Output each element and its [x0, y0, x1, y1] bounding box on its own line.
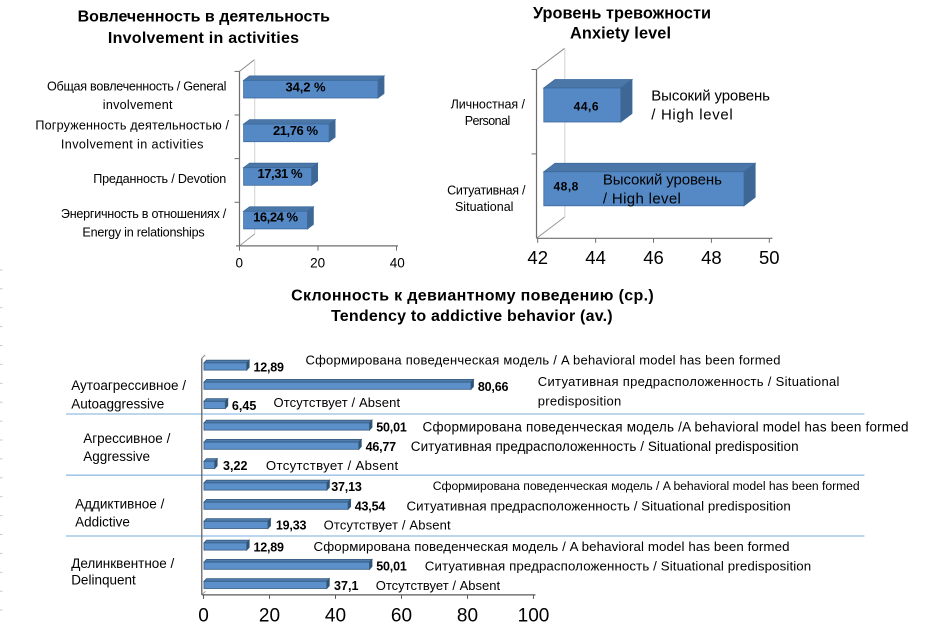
- svg-text:Вовлеченность в деятельность: Вовлеченность в деятельность: [78, 9, 331, 26]
- svg-text:12,89: 12,89: [254, 540, 285, 554]
- svg-text:Отсутствует / Absent: Отсутствует / Absent: [274, 395, 401, 410]
- svg-text:/ High level: / High level: [603, 190, 681, 207]
- svg-text:44,6: 44,6: [574, 100, 599, 114]
- svg-text:37,13: 37,13: [331, 480, 362, 494]
- svg-text:21,76 %: 21,76 %: [273, 123, 318, 138]
- svg-text:Ситуативная /: Ситуативная /: [447, 184, 526, 198]
- svg-text:Autoaggressive: Autoaggressive: [71, 397, 164, 412]
- svg-text:16,24 %: 16,24 %: [253, 210, 298, 225]
- svg-text:Энергичность в отношениях /: Энергичность в отношениях /: [61, 207, 227, 221]
- svg-text:50: 50: [759, 247, 780, 268]
- svg-text:Уровень тревожности: Уровень тревожности: [533, 5, 711, 23]
- svg-text:/ High level: / High level: [651, 107, 732, 124]
- svg-text:Anxiety level: Anxiety level: [570, 24, 671, 42]
- svg-text:Delinquent: Delinquent: [71, 573, 136, 588]
- svg-text:Situational: Situational: [455, 200, 514, 214]
- svg-text:Aggressive: Aggressive: [83, 449, 150, 464]
- svg-text:Отсутствует / Absent: Отсутствует / Absent: [324, 517, 451, 532]
- svg-text:60: 60: [391, 605, 412, 626]
- svg-text:Ситуативная предрасположенност: Ситуативная предрасположенность / Situat…: [538, 374, 840, 389]
- svg-text:12,89: 12,89: [254, 360, 285, 374]
- svg-text:Involvement in activities: Involvement in activities: [61, 138, 204, 152]
- svg-text:Ситуативная предрасположенност: Ситуативная предрасположенность / Situat…: [425, 559, 811, 574]
- svg-text:Сформирована поведенческая мод: Сформирована поведенческая модель /A beh…: [423, 420, 909, 435]
- svg-text:Energy in relationships: Energy in relationships: [82, 226, 204, 240]
- svg-text:Personal: Personal: [465, 114, 511, 128]
- svg-text:17,31 %: 17,31 %: [258, 166, 303, 181]
- svg-text:Сформирована поведенческая мод: Сформирована поведенческая модель / A be…: [314, 539, 790, 554]
- svg-text:Ситуативная предрасположенност: Ситуативная предрасположенность / Situat…: [411, 439, 799, 454]
- svg-text:42: 42: [527, 247, 548, 268]
- svg-text:80,66: 80,66: [478, 380, 509, 394]
- svg-text:Сформирована поведенческая мод: Сформирована поведенческая модель / A be…: [306, 352, 781, 367]
- svg-text:3,22: 3,22: [223, 459, 247, 473]
- svg-text:Отсутствует / Absent: Отсутствует / Absent: [266, 458, 399, 473]
- svg-text:100: 100: [518, 605, 550, 626]
- svg-text:Сформирована поведенческая мод: Сформирована поведенческая модель / A be…: [433, 479, 860, 493]
- svg-text:40: 40: [390, 256, 405, 271]
- svg-text:50,01: 50,01: [376, 421, 407, 435]
- svg-text:6,45: 6,45: [232, 399, 256, 413]
- svg-text:Высокий уровень: Высокий уровень: [651, 88, 770, 105]
- svg-text:Общая вовлеченность / General: Общая вовлеченность / General: [47, 79, 226, 93]
- svg-text:34,2 %: 34,2 %: [286, 79, 326, 94]
- svg-text:Tendency to addictive behavior: Tendency to addictive behavior (av.): [331, 308, 613, 325]
- svg-text:20: 20: [259, 605, 280, 626]
- svg-text:Отсутствует / Absent: Отсутствует / Absent: [376, 578, 501, 593]
- svg-text:Addictive: Addictive: [75, 515, 130, 530]
- svg-text:19,33: 19,33: [276, 518, 307, 532]
- svg-text:50,01: 50,01: [376, 560, 407, 574]
- svg-text:Склонность к девиантному пове: Склонность к девиантному поведению (ср.): [291, 287, 654, 304]
- svg-text:involvement: involvement: [103, 98, 173, 112]
- svg-text:Делинквентное /: Делинквентное /: [71, 556, 174, 571]
- svg-text:46: 46: [643, 247, 664, 268]
- svg-text:Агрессивное /: Агрессивное /: [83, 431, 170, 446]
- svg-text:predisposition: predisposition: [538, 393, 621, 408]
- svg-text:0: 0: [198, 605, 209, 626]
- svg-text:Личностная /: Личностная /: [451, 98, 526, 112]
- svg-text:Аддиктивное /: Аддиктивное /: [75, 497, 164, 512]
- svg-text:Involvement in activities: Involvement in activities: [108, 30, 299, 47]
- svg-text:20: 20: [310, 256, 325, 271]
- svg-text:40: 40: [325, 605, 346, 626]
- svg-text:Ситуативная предрасположенност: Ситуативная предрасположенность / Situat…: [407, 498, 791, 513]
- svg-text:44: 44: [585, 247, 606, 268]
- svg-text:43,54: 43,54: [355, 499, 386, 513]
- svg-text:48,8: 48,8: [553, 180, 578, 194]
- svg-text:Преданность / Devotion: Преданность / Devotion: [93, 172, 226, 186]
- svg-text:0: 0: [235, 256, 243, 271]
- svg-text:48: 48: [701, 247, 722, 268]
- svg-text:Высокий уровень: Высокий уровень: [603, 171, 722, 188]
- svg-text:37,1: 37,1: [334, 579, 358, 593]
- svg-text:46,77: 46,77: [366, 440, 397, 454]
- svg-text:Погруженность деятельностью /: Погруженность деятельностью /: [35, 119, 229, 133]
- svg-text:Аутоагрессивное /: Аутоагрессивное /: [71, 378, 186, 393]
- svg-text:80: 80: [457, 605, 478, 626]
